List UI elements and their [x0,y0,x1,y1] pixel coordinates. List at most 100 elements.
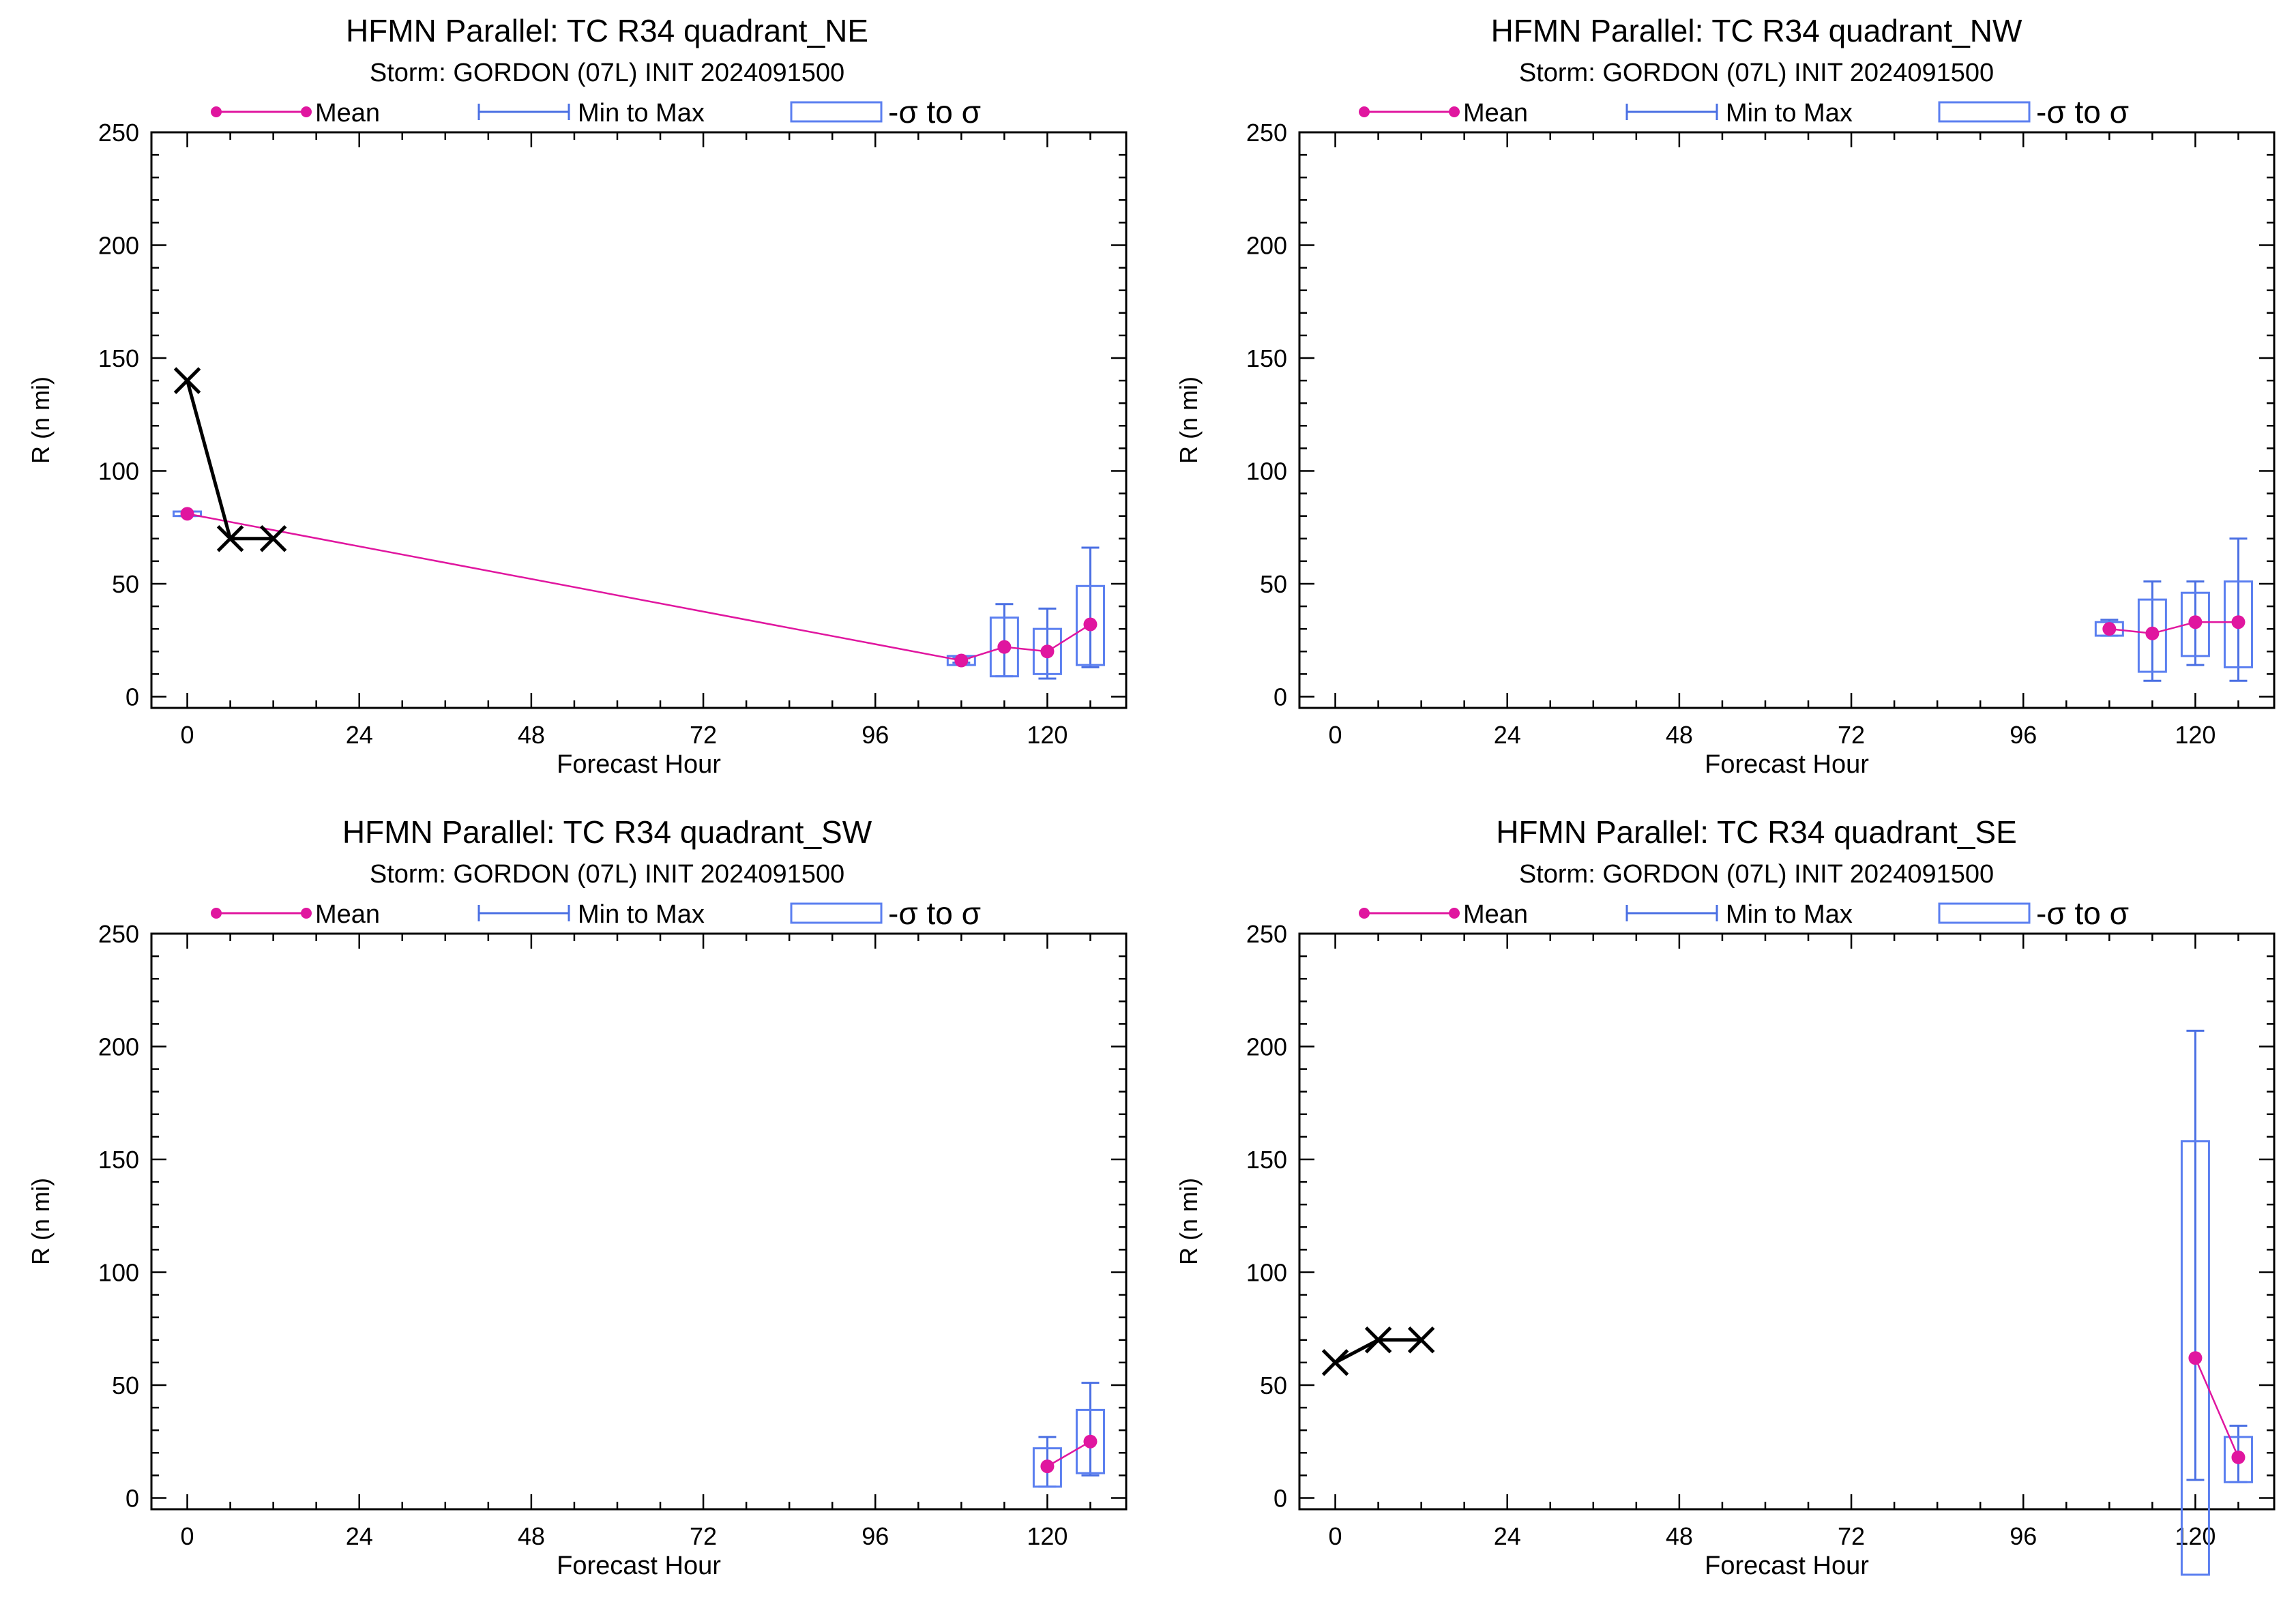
sigma-box [989,617,1019,678]
chart-panel-3: HFMN Parallel: TC R34 quadrant_SW Storm: … [27,814,1128,1580]
y-tick-label: 200 [1246,1033,1287,1060]
legend-label-minmax: Min to Max [1726,900,1853,929]
x-tick-label: 0 [181,721,194,749]
legend-label-mean: Mean [1463,99,1528,128]
x-tick-label: 24 [1494,1522,1521,1550]
plot-frame [1298,131,2276,709]
legend-label-mean: Mean [315,99,380,128]
x-axis-label: Forecast Hour [1705,1552,1869,1580]
mean-marker [954,653,969,668]
x-tick-label: 96 [862,1522,889,1550]
sigma-box [2180,591,2210,657]
sigma-box [2137,598,2167,673]
observed-series [173,367,287,552]
legend-sigma-box [1938,101,2031,123]
y-tick-label: 50 [112,570,139,598]
chart-subtitle: Storm: GORDON (07L) INIT 2024091500 [370,860,844,889]
x-tick-label: 96 [862,721,889,749]
x-tick-label: 48 [1666,1522,1693,1550]
y-axis: 0 50 100 150 200 250 R (n mi) [1175,119,2274,711]
observed-marker [173,367,201,394]
ensemble-series [2094,537,2253,682]
legend-label-minmax: Min to Max [578,900,705,929]
legend: Mean Min to Max -σ to σ [211,895,981,931]
legend-mean-marker [1359,908,1370,919]
ensemble-series [1032,1382,1105,1488]
x-tick-label: 120 [1027,1522,1068,1550]
plot-frame [1298,932,2276,1511]
observed-marker [216,524,244,552]
observed-series [1321,1326,1435,1376]
x-tick-label: 96 [2010,721,2037,749]
x-tick-label: 48 [1666,721,1693,749]
sigma-box [2180,1140,2210,1576]
legend: Mean Min to Max -σ to σ [1359,895,2129,931]
y-axis-label: R (n mi) [1175,376,1203,464]
ensemble-series [2180,1029,2253,1576]
mean-line [187,513,1091,662]
y-tick-label: 250 [98,119,139,147]
legend-mean-marker [211,106,222,117]
chart-title: HFMN Parallel: TC R34 quadrant_SE [1496,814,2017,850]
x-axis: 0 24 48 72 96 120 Forecast Hour [181,934,1091,1580]
legend-mean-marker [211,908,222,919]
observed-marker [1407,1326,1435,1354]
legend-mean-marker [1449,908,1460,919]
x-tick-label: 0 [181,1522,194,1550]
legend-sigma-box [790,101,883,123]
legend-mean-marker [301,908,312,919]
mean-marker [2188,1351,2203,1365]
mean-marker [1083,617,1098,632]
mean-marker [1040,644,1055,659]
sigma-box [1075,584,1105,666]
y-axis-label: R (n mi) [27,376,55,464]
x-tick-label: 120 [2175,721,2216,749]
x-tick-label: 24 [346,1522,373,1550]
x-tick-label: 24 [346,721,373,749]
y-tick-label: 100 [1246,1258,1287,1286]
chart-panel-1: HFMN Parallel: TC R34 quadrant_NE Storm: … [27,13,1128,779]
y-tick-label: 150 [1246,1146,1287,1174]
legend-label-mean: Mean [1463,900,1528,929]
y-tick-label: 50 [1260,1371,1287,1399]
y-tick-label: 150 [1246,344,1287,372]
x-tick-label: 72 [1838,721,1865,749]
chart-subtitle: Storm: GORDON (07L) INIT 2024091500 [1519,59,1994,87]
y-tick-label: 200 [1246,231,1287,259]
y-axis: 0 50 100 150 200 250 R (n mi) [1175,920,2274,1512]
y-tick-label: 0 [1274,683,1287,711]
mean-line [1046,1440,1091,1468]
chart-panel-4: HFMN Parallel: TC R34 quadrant_SE Storm: … [1175,814,2276,1580]
sigma-box [2223,1436,2253,1483]
legend-label-sigma: -σ to σ [2036,94,2129,130]
legend-mean-marker [1449,106,1460,117]
y-tick-label: 150 [98,344,139,372]
y-tick-label: 0 [126,683,139,711]
y-tick-label: 100 [98,1258,139,1286]
mean-marker [2231,1450,2246,1464]
legend-label-sigma: -σ to σ [888,895,981,931]
y-axis: 0 50 100 150 200 250 R (n mi) [27,119,1126,711]
legend-label-mean: Mean [315,900,380,929]
observed-marker [1364,1326,1392,1354]
y-tick-label: 250 [1246,920,1287,948]
mean-marker [2188,615,2203,629]
legend-label-sigma: -σ to σ [888,94,981,130]
legend-sigma-box [790,902,883,924]
y-axis-label: R (n mi) [27,1178,55,1265]
mean-marker [2102,622,2117,636]
legend-sigma-box [1938,902,2031,924]
y-tick-label: 0 [1274,1484,1287,1512]
legend: Mean Min to Max -σ to σ [211,94,981,130]
y-tick-label: 200 [98,1033,139,1060]
observed-marker [259,524,287,552]
legend-label-sigma: -σ to σ [2036,895,2129,931]
y-tick-label: 100 [98,457,139,485]
x-tick-label: 0 [1329,721,1342,749]
y-axis: 0 50 100 150 200 250 R (n mi) [27,920,1126,1512]
mean-marker [1040,1459,1055,1474]
observed-marker [1321,1349,1349,1376]
x-tick-label: 24 [1494,721,1521,749]
x-tick-label: 48 [518,1522,545,1550]
